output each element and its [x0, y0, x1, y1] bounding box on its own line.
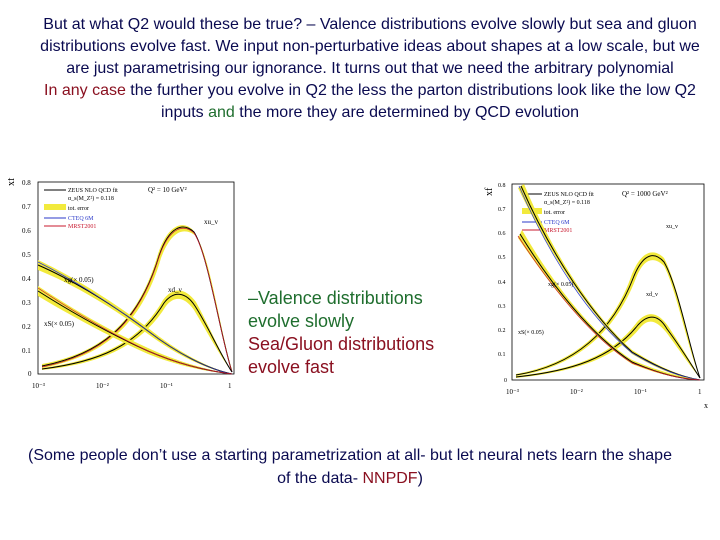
label-xdv: xd_v	[646, 292, 658, 298]
label-xuv: xu_v	[666, 224, 678, 230]
pdf-plot-high-q2: xf 0.8 0.7 0.6 0.5 0.4 0.3 0.2 0.1 0 10⁻…	[482, 178, 716, 410]
xtick: 10⁻²	[570, 388, 583, 396]
ytick: 0.3	[22, 299, 31, 307]
ytick: 0.3	[498, 304, 506, 310]
y-axis-label: xf	[484, 187, 495, 196]
ytick: 0.2	[498, 328, 506, 334]
y-axis-label: xf	[8, 177, 17, 186]
gluon-curve-cteq	[518, 185, 701, 381]
uv-curve	[515, 255, 701, 379]
second-line-part-b: the further you evolve in Q2 the less th…	[125, 82, 696, 121]
ytick: 0.7	[22, 203, 31, 211]
label-xdv: xd_v	[168, 286, 183, 294]
legend-mrst: MRST2001	[68, 224, 96, 230]
valence-note: –Valence distributions evolve slowly	[248, 288, 423, 331]
footer-note: (Some people don’t use a starting parame…	[20, 444, 680, 490]
legend-cteq: CTEQ 6M	[68, 216, 94, 222]
pdf-plot-low-q2: xf 0.8 0.7 0.6 0.5 0.4 0.3 0.2 0.1 0 10⁻…	[8, 174, 248, 404]
xtick: 10⁻¹	[160, 382, 173, 390]
x-ticks: 10⁻³ 10⁻² 10⁻¹ 1	[506, 388, 702, 396]
pdf-plot-low-q2-svg: xf 0.8 0.7 0.6 0.5 0.4 0.3 0.2 0.1 0 10⁻…	[8, 177, 235, 390]
sea-curve-mrst	[517, 235, 701, 381]
xtick: 10⁻³	[506, 388, 519, 396]
ytick: 0.6	[22, 227, 31, 235]
legend-alpha: α_s(M_Z²) = 0.118	[544, 199, 590, 206]
legend-alpha: α_s(M_Z²) = 0.118	[68, 195, 114, 202]
dv-curve	[41, 293, 233, 373]
ytick: 0.1	[498, 352, 506, 358]
sea-curve-mrst	[37, 287, 233, 375]
footer-text-a: (Some people don’t use a starting parame…	[28, 447, 672, 487]
x-axis-label: x	[704, 401, 708, 410]
second-line-part-a: In any case	[44, 82, 126, 99]
legend-error-swatch	[44, 204, 66, 210]
sea-error-band	[518, 230, 700, 380]
gluon-curve-cteq	[37, 261, 233, 375]
ytick: 0.8	[498, 183, 506, 189]
ytick: 0.8	[22, 179, 31, 187]
uv-error-band	[42, 225, 232, 372]
curve-labels: xu_v xd_v xg(× 0.05) xS(× 0.05)	[44, 218, 219, 328]
second-line-part-d: the more they are determined by QCD evol…	[234, 104, 579, 121]
ytick: 0.2	[22, 323, 31, 331]
y-ticks: 0.8 0.7 0.6 0.5 0.4 0.3 0.2 0.1 0	[22, 179, 32, 378]
ytick: 0	[504, 378, 507, 384]
ytick: 0.7	[498, 207, 506, 213]
dv-curve	[515, 316, 701, 379]
pdf-plot-high-q2-svg: xf 0.8 0.7 0.6 0.5 0.4 0.3 0.2 0.1 0 10⁻…	[484, 183, 708, 410]
legend-cteq: CTEQ 6M	[544, 220, 570, 226]
label-xg: xg(× 0.05)	[548, 281, 573, 288]
legend-zeus: ZEUS NLO QCD fit	[68, 187, 118, 194]
q2-label: Q² = 10 GeV²	[148, 186, 187, 194]
q2-label: Q² = 1000 GeV²	[622, 190, 668, 198]
y-ticks: 0.8 0.7 0.6 0.5 0.4 0.3 0.2 0.1 0	[498, 183, 507, 384]
ytick: 0.1	[22, 347, 31, 355]
legend: ZEUS NLO QCD fit α_s(M_Z²) = 0.118 tot. …	[44, 186, 187, 230]
ytick: 0.4	[498, 280, 506, 286]
sea-curve	[519, 233, 701, 381]
intro-text: But at what Q2 would these be true? – Va…	[40, 16, 700, 77]
legend-zeus: ZEUS NLO QCD fit	[544, 191, 594, 198]
uv-curve	[41, 226, 233, 373]
gluon-error-band	[38, 260, 232, 374]
plot-frame	[511, 183, 705, 381]
ytick: 0	[28, 370, 32, 378]
x-ticks: 10⁻³ 10⁻² 10⁻¹ 1	[32, 382, 232, 390]
plot-frame	[37, 181, 235, 375]
ytick: 0.5	[498, 255, 506, 261]
xtick: 1	[698, 388, 702, 396]
legend-error: tot. error	[68, 206, 89, 212]
intro-paragraph: But at what Q2 would these be true? – Va…	[40, 14, 700, 124]
xtick: 10⁻³	[32, 382, 45, 390]
second-line-part-c: and	[208, 104, 235, 121]
curve-labels: xu_v xd_v xg(× 0.05) xS(× 0.05)	[518, 224, 678, 336]
evolution-note: –Valence distributions evolve slowly Sea…	[248, 287, 478, 379]
label-xs: xS(× 0.05)	[518, 329, 544, 336]
nnpdf-label: NNPDF	[362, 470, 418, 487]
legend-mrst: MRST2001	[544, 228, 572, 234]
uv-curve-mrst	[41, 228, 233, 373]
label-xuv: xu_v	[204, 218, 219, 226]
ytick: 0.6	[498, 231, 506, 237]
legend-error: tot. error	[544, 210, 565, 216]
label-xg: xg(× 0.05)	[64, 276, 94, 284]
xtick: 1	[228, 382, 232, 390]
footer-text-c: )	[417, 470, 423, 487]
xtick: 10⁻¹	[634, 388, 647, 396]
label-xs: xS(× 0.05)	[44, 320, 75, 328]
xtick: 10⁻²	[96, 382, 109, 390]
sea-gluon-note: Sea/Gluon distributions evolve fast	[248, 334, 435, 377]
ytick: 0.5	[22, 251, 31, 259]
ytick: 0.4	[22, 275, 31, 283]
